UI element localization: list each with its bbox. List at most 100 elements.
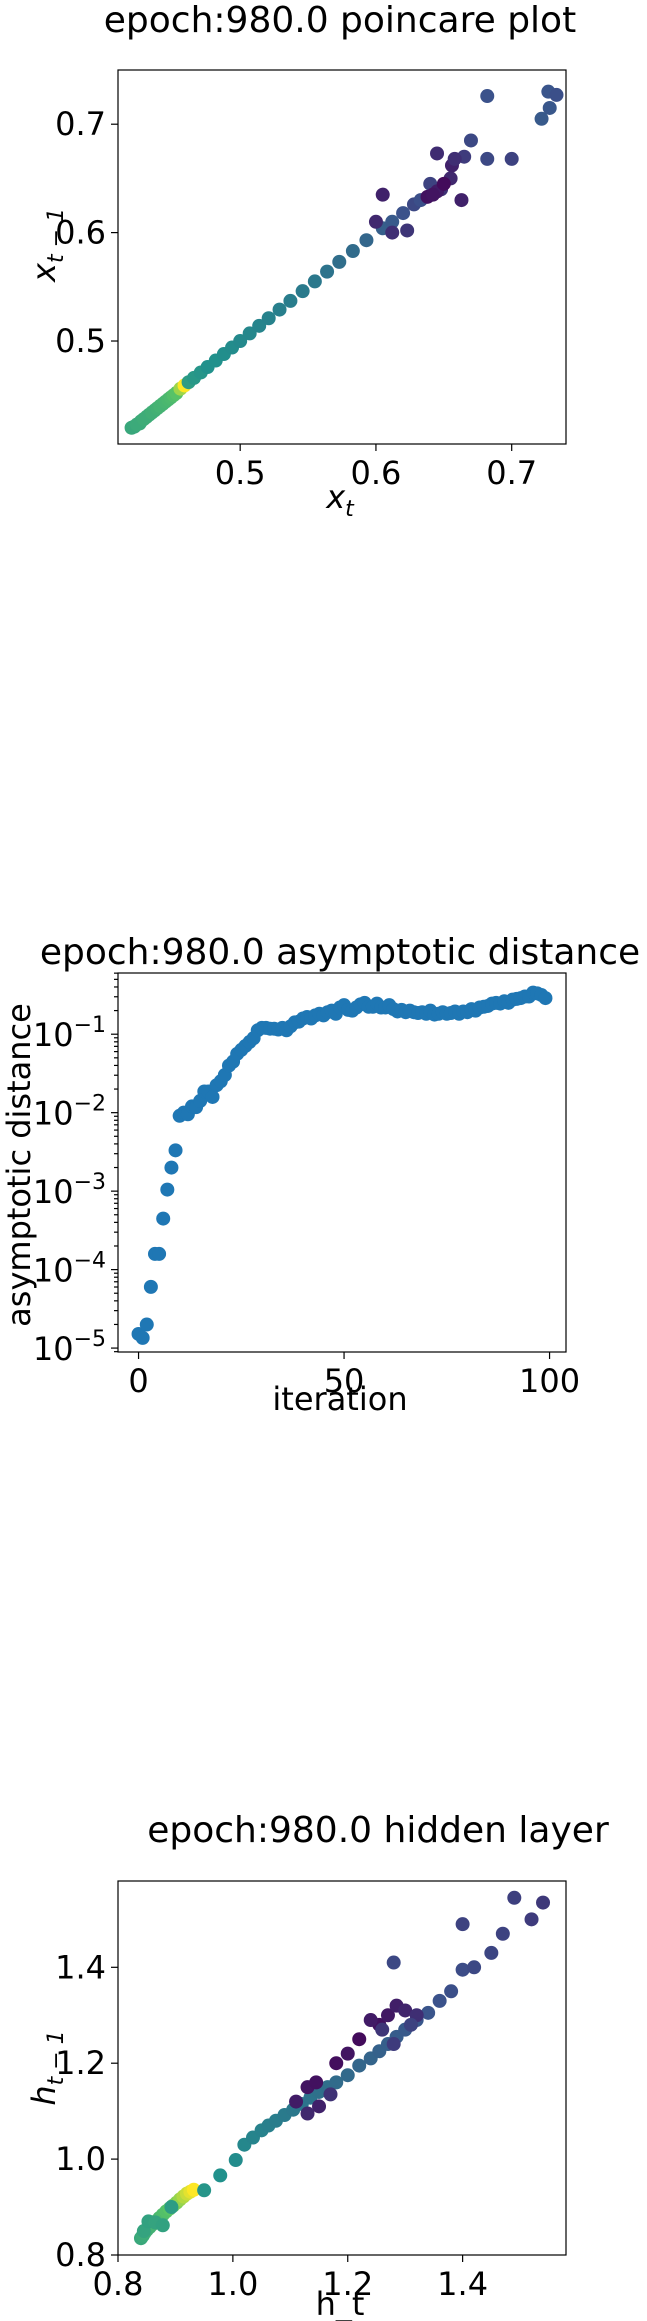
poincare-y-ticks: 0.5 0.6 0.7 bbox=[55, 105, 118, 360]
data-point bbox=[261, 311, 276, 326]
data-point bbox=[403, 2017, 418, 2032]
asymptotic-plot-frame bbox=[117, 972, 567, 1353]
data-point bbox=[352, 2032, 367, 2047]
data-point bbox=[135, 1330, 150, 1345]
data-point bbox=[386, 2037, 401, 2052]
data-point bbox=[549, 87, 564, 102]
data-point bbox=[398, 2003, 413, 2018]
x-tick-label: 50 bbox=[324, 1362, 365, 1400]
data-point bbox=[160, 1182, 175, 1197]
asymptotic-y-label: asymptotic distance bbox=[0, 1003, 38, 1327]
hidden-layer-x-label: h_t bbox=[316, 2285, 365, 2321]
data-point bbox=[524, 1912, 539, 1927]
data-point bbox=[312, 2099, 327, 2114]
x-tick-label: 0.6 bbox=[350, 454, 401, 492]
y-tick-label: 10−4 bbox=[33, 1249, 106, 1290]
data-point bbox=[345, 244, 360, 259]
data-point bbox=[352, 2058, 367, 2073]
asymptotic-y-ticks: 10−5 10−4 10−3 10−2 10−1 bbox=[33, 972, 118, 1368]
hidden-layer-y-label: ht − 1 bbox=[25, 2030, 69, 2105]
asymptotic-x-label: iteration bbox=[272, 1380, 407, 1418]
x-tick-label: 0.7 bbox=[486, 454, 537, 492]
data-point bbox=[507, 1890, 522, 1905]
y-tick-label: 0.8 bbox=[55, 2236, 106, 2274]
y-tick-label: 10−3 bbox=[33, 1170, 106, 1211]
data-point bbox=[375, 2022, 390, 2037]
data-point bbox=[340, 2046, 355, 2061]
data-point bbox=[495, 1926, 510, 1941]
data-point bbox=[454, 193, 469, 208]
data-point bbox=[197, 2183, 212, 2198]
data-point bbox=[385, 214, 400, 229]
poincare-points bbox=[124, 84, 564, 435]
y-tick-label: 10−5 bbox=[33, 1327, 106, 1368]
data-point bbox=[455, 1917, 470, 1932]
data-point bbox=[432, 1993, 447, 2008]
data-point bbox=[295, 284, 310, 299]
x-tick-label: 1.4 bbox=[437, 2265, 488, 2303]
data-point bbox=[340, 2068, 355, 2083]
data-point bbox=[480, 151, 495, 166]
data-point bbox=[186, 2182, 201, 2197]
data-point bbox=[228, 2153, 243, 2168]
x-tick-label: 100 bbox=[519, 1362, 580, 1400]
data-point bbox=[467, 1960, 482, 1975]
x-tick-label: 0.8 bbox=[93, 2265, 144, 2303]
data-point bbox=[332, 254, 347, 269]
y-tick-label: 1.2 bbox=[55, 2044, 106, 2082]
data-point bbox=[205, 1089, 220, 1104]
data-point bbox=[300, 2106, 315, 2121]
data-point bbox=[380, 2008, 395, 2023]
data-point bbox=[368, 214, 383, 229]
y-tick-label: 10−1 bbox=[33, 1013, 106, 1054]
data-point bbox=[283, 293, 298, 308]
data-point bbox=[139, 1317, 154, 1332]
y-tick-label: 1.4 bbox=[55, 1948, 106, 1986]
y-tick-label: 1.0 bbox=[55, 2140, 106, 2178]
data-point bbox=[168, 1143, 183, 1158]
data-point bbox=[164, 1160, 179, 1175]
data-point bbox=[242, 326, 257, 341]
data-point bbox=[289, 2094, 304, 2109]
data-point bbox=[400, 223, 415, 238]
data-point bbox=[430, 146, 445, 161]
data-point bbox=[320, 264, 335, 279]
data-point bbox=[252, 318, 267, 333]
hidden-layer-plot-frame bbox=[117, 1880, 567, 2256]
data-point bbox=[542, 100, 557, 115]
y-tick-label: 0.5 bbox=[55, 322, 106, 360]
data-point bbox=[385, 225, 400, 240]
asymptotic-chart-title: epoch:980.0 asymptotic distance bbox=[40, 932, 640, 973]
data-point bbox=[436, 176, 451, 191]
data-point bbox=[425, 187, 440, 202]
x-tick-label: 1.2 bbox=[322, 2265, 373, 2303]
data-point bbox=[329, 2075, 344, 2090]
poincare-chart-title: epoch:980.0 poincare plot bbox=[104, 0, 576, 41]
data-point bbox=[213, 2168, 228, 2183]
data-point bbox=[484, 1945, 499, 1960]
data-point bbox=[152, 1246, 167, 1261]
data-point bbox=[272, 302, 287, 317]
asymptotic-x-ticks: 0 50 100 bbox=[128, 1352, 580, 1400]
poincare-y-label: xt − 1 bbox=[25, 208, 69, 283]
data-point bbox=[455, 1962, 470, 1977]
hidden-layer-chart-title: epoch:980.0 hidden layer bbox=[147, 1810, 609, 1851]
poincare-plot-frame bbox=[117, 69, 567, 445]
asymptotic-points bbox=[131, 985, 553, 1345]
y-tick-label: 0.6 bbox=[55, 214, 106, 252]
x-tick-label: 1.0 bbox=[207, 2265, 258, 2303]
hidden-layer-points bbox=[133, 1890, 551, 2246]
poincare-chart: epoch:980.0 poincare plot 0.5 0.6 0.7 0.50… bbox=[25, 0, 576, 522]
data-point bbox=[309, 2075, 324, 2090]
hidden-layer-y-ticks: 0.8 1.0 1.2 1.4 bbox=[55, 1948, 118, 2274]
hidden-layer-x-ticks: 0.8 1.0 1.2 1.4 bbox=[93, 2255, 488, 2303]
data-point bbox=[363, 2013, 378, 2028]
data-point bbox=[233, 334, 248, 349]
data-point bbox=[143, 1279, 158, 1294]
data-point bbox=[536, 1895, 551, 1910]
data-point bbox=[307, 274, 322, 289]
poincare-x-label: xt bbox=[325, 478, 355, 522]
data-point bbox=[156, 1211, 171, 1226]
data-point bbox=[480, 89, 495, 104]
